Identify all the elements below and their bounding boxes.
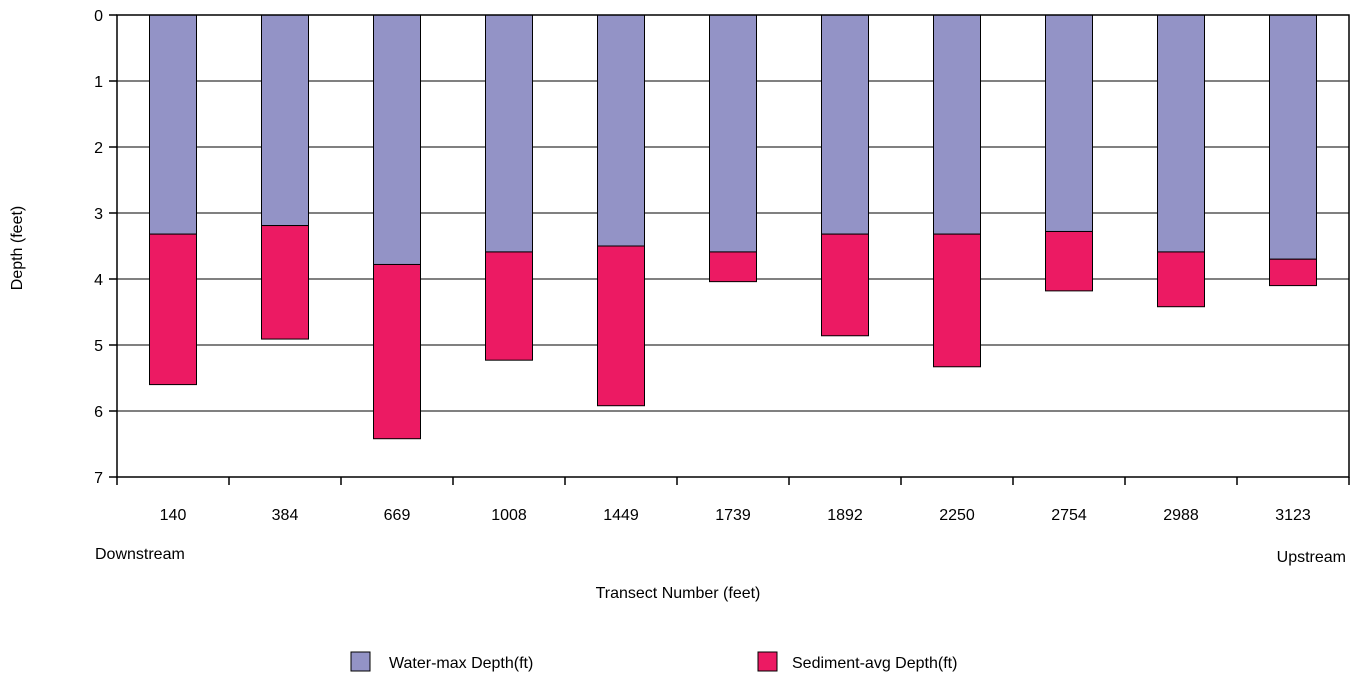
x-axis-ticks: 140 384 669 1008 1449 1739 1892 2250 2754 2988 312…	[116, 477, 1350, 524]
upstream-annotation: Upstream	[1277, 549, 1346, 566]
y-tick-label: 3	[94, 206, 103, 223]
bar-water-1008	[485, 14, 533, 253]
bars	[149, 14, 1317, 440]
x-tick-label: 1739	[715, 507, 751, 524]
y-tick-label: 7	[94, 470, 103, 487]
x-tick-label: 140	[160, 507, 187, 524]
bar-water-3123	[1269, 14, 1317, 260]
bar-water-669	[373, 14, 421, 265]
y-axis-title: Depth (feet)	[9, 206, 26, 290]
x-axis-title: Transect Number (feet)	[596, 585, 761, 602]
bar-sediment-2754	[1045, 230, 1093, 292]
x-tick-label: 2754	[1051, 507, 1087, 524]
bar-sediment-1892	[821, 233, 869, 337]
legend-label-sediment: Sediment-avg Depth(ft)	[792, 655, 957, 672]
y-tick-label: 0	[94, 8, 103, 25]
y-tick-label: 2	[94, 140, 103, 157]
legend-swatch-water	[350, 651, 371, 672]
y-tick-label: 5	[94, 338, 103, 355]
legend-label-water: Water-max Depth(ft)	[389, 655, 533, 672]
plot-area-frame	[116, 14, 1350, 478]
y-tick-label: 1	[94, 74, 103, 91]
bar-water-1449	[597, 14, 645, 247]
bar-water-2250	[933, 14, 981, 235]
bar-water-1739	[709, 14, 757, 253]
y-tick-label: 6	[94, 404, 103, 421]
legend: Water-max Depth(ft) Sediment-avg Depth(f…	[350, 651, 957, 672]
bar-sediment-384	[261, 225, 309, 340]
bar-sediment-1008	[485, 251, 533, 361]
downstream-annotation: Downstream	[95, 546, 185, 563]
bar-sediment-2988	[1157, 251, 1205, 308]
bar-water-1892	[821, 14, 869, 235]
y-tick-label: 4	[94, 272, 103, 289]
bar-sediment-1449	[597, 245, 645, 407]
x-tick-label: 1449	[603, 507, 639, 524]
y-axis-ticks: 0 1 2 3 4 5 6 7	[94, 8, 117, 487]
bar-sediment-1739	[709, 251, 757, 283]
x-tick-label: 669	[384, 507, 411, 524]
bar-water-2754	[1045, 14, 1093, 232]
x-tick-label: 2250	[939, 507, 975, 524]
bar-sediment-669	[373, 263, 421, 440]
x-tick-label: 3123	[1275, 507, 1311, 524]
bar-sediment-3123	[1269, 258, 1317, 287]
x-tick-label: 1892	[827, 507, 863, 524]
bar-sediment-2250	[933, 233, 981, 368]
x-tick-label: 1008	[491, 507, 527, 524]
bar-sediment-140	[149, 233, 197, 386]
bar-water-384	[261, 14, 309, 227]
x-tick-label: 384	[272, 507, 299, 524]
legend-swatch-sediment	[757, 651, 778, 672]
bar-water-140	[149, 14, 197, 235]
bar-water-2988	[1157, 14, 1205, 253]
x-tick-label: 2988	[1163, 507, 1199, 524]
